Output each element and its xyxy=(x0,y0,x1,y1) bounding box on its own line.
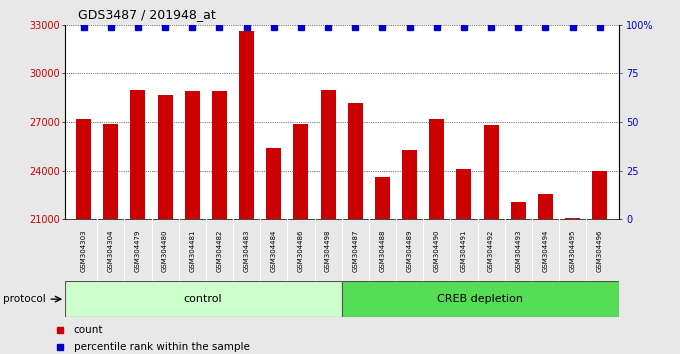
Bar xyxy=(538,194,553,354)
Text: GSM304489: GSM304489 xyxy=(407,229,413,272)
Text: GSM304493: GSM304493 xyxy=(515,229,522,272)
Text: count: count xyxy=(73,325,103,335)
Text: GDS3487 / 201948_at: GDS3487 / 201948_at xyxy=(78,8,216,21)
Bar xyxy=(239,31,254,354)
Bar xyxy=(592,171,607,354)
Text: GSM304486: GSM304486 xyxy=(298,229,304,272)
Text: CREB depletion: CREB depletion xyxy=(437,294,523,304)
Text: GSM304496: GSM304496 xyxy=(597,229,602,272)
Text: GSM304304: GSM304304 xyxy=(108,229,114,272)
Text: GSM304303: GSM304303 xyxy=(81,229,86,272)
Bar xyxy=(131,90,146,354)
Bar xyxy=(321,90,336,354)
Bar xyxy=(402,150,417,354)
Bar xyxy=(456,169,471,354)
Bar xyxy=(65,281,342,317)
Text: GSM304484: GSM304484 xyxy=(271,229,277,272)
Bar xyxy=(342,281,619,317)
Text: GSM304498: GSM304498 xyxy=(325,229,331,272)
Text: GSM304492: GSM304492 xyxy=(488,229,494,272)
Text: protocol: protocol xyxy=(3,294,46,304)
Text: GSM304483: GSM304483 xyxy=(243,229,250,272)
Text: GSM304479: GSM304479 xyxy=(135,229,141,272)
Text: GSM304481: GSM304481 xyxy=(189,229,195,272)
Bar xyxy=(158,95,173,354)
Bar xyxy=(103,124,118,354)
Bar xyxy=(185,91,200,354)
Text: GSM304487: GSM304487 xyxy=(352,229,358,272)
Bar xyxy=(511,202,526,354)
Text: GSM304480: GSM304480 xyxy=(162,229,168,272)
Bar xyxy=(429,119,444,354)
Bar xyxy=(347,103,362,354)
Text: control: control xyxy=(184,294,222,304)
Bar xyxy=(375,177,390,354)
Text: GSM304482: GSM304482 xyxy=(216,229,222,272)
Bar xyxy=(565,218,580,354)
Bar xyxy=(267,148,282,354)
Text: GSM304490: GSM304490 xyxy=(434,229,440,272)
Text: percentile rank within the sample: percentile rank within the sample xyxy=(73,342,250,352)
Bar xyxy=(294,124,309,354)
Bar xyxy=(483,125,498,354)
Text: GSM304488: GSM304488 xyxy=(379,229,386,272)
Text: GSM304495: GSM304495 xyxy=(570,229,575,272)
Text: GSM304491: GSM304491 xyxy=(461,229,467,272)
Text: GSM304494: GSM304494 xyxy=(543,229,549,272)
Bar xyxy=(212,91,227,354)
Bar xyxy=(76,119,91,354)
